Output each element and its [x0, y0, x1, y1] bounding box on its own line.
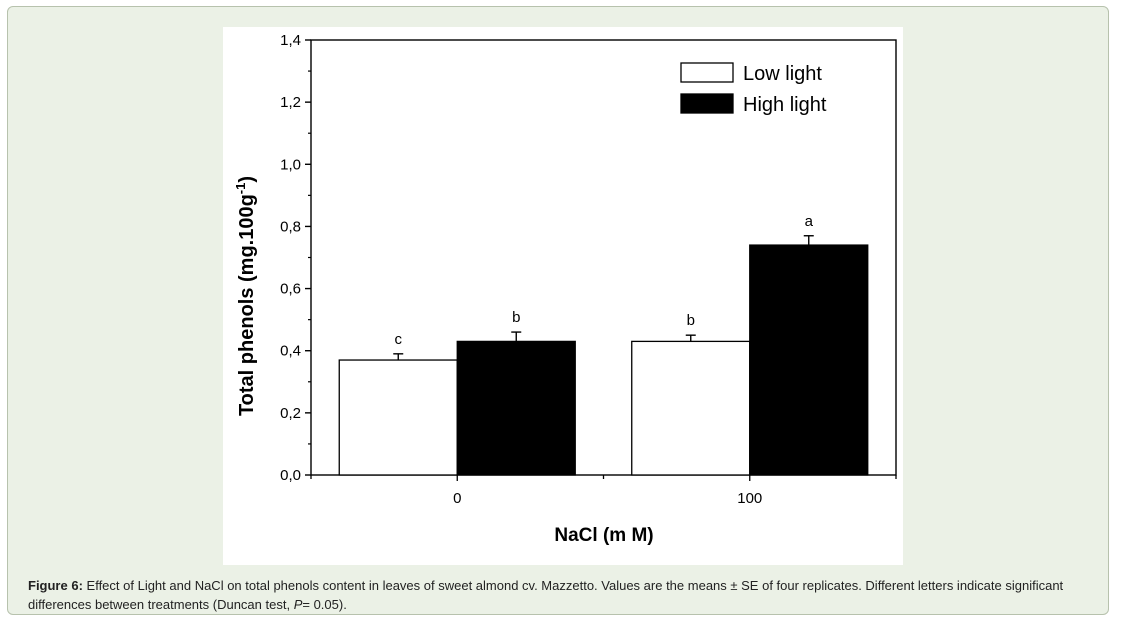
- y-tick-label: 0,0: [280, 467, 301, 484]
- x-tick-label: 0: [453, 490, 461, 507]
- caption-label: Figure 6:: [28, 578, 83, 593]
- significance-letter: b: [512, 309, 520, 326]
- x-axis-label: NaCl (m M): [554, 525, 653, 546]
- legend-swatch: [680, 93, 734, 114]
- y-tick-label: 1,2: [280, 94, 301, 111]
- bar: [456, 340, 576, 476]
- significance-letter: c: [395, 331, 403, 348]
- y-axis-label-main: Total phenols (mg.100g: [236, 194, 258, 416]
- caption-text: Effect of Light and NaCl on total phenol…: [28, 578, 1064, 612]
- figure-caption: Figure 6: Effect of Light and NaCl on to…: [28, 576, 1108, 614]
- bar: [749, 244, 869, 476]
- bar-chart: 0,0 0,2 0,4 0,6 0,8 1,0 1,2 1,4 0 100 c b b a Low li…: [233, 32, 897, 546]
- significance-letter: a: [805, 213, 814, 230]
- significance-letter: b: [687, 312, 695, 329]
- y-axis-label: Total phenols (mg.100g-1): [233, 176, 258, 416]
- figure-panel: 0,0 0,2 0,4 0,6 0,8 1,0 1,2 1,4 0 100 c b b a Low li…: [7, 6, 1109, 615]
- y-tick-label: 0,6: [280, 281, 301, 298]
- y-tick-label: 0,4: [280, 343, 301, 360]
- chart-bars: c b b a: [338, 213, 869, 476]
- y-tick-label: 0,2: [280, 405, 301, 422]
- legend-swatch: [680, 62, 734, 83]
- caption-p-value: = 0.05).: [302, 597, 347, 612]
- chart-legend: Low light High light: [680, 62, 827, 116]
- x-tick-label: 100: [737, 490, 762, 507]
- bar: [338, 359, 458, 476]
- legend-label: Low light: [743, 63, 822, 85]
- y-axis-label-superscript: -1: [233, 183, 248, 195]
- bar: [631, 340, 751, 476]
- y-tick-label: 1,0: [280, 156, 301, 173]
- caption-p-symbol: P: [293, 597, 303, 612]
- chart-axes: 0,0 0,2 0,4 0,6 0,8 1,0 1,2 1,4 0 100: [280, 32, 897, 507]
- y-axis-label-end: ): [236, 176, 258, 183]
- y-tick-label: 0,8: [280, 218, 301, 235]
- y-tick-label: 1,4: [280, 32, 301, 49]
- legend-label: High light: [743, 94, 827, 116]
- chart-figure: 0,0 0,2 0,4 0,6 0,8 1,0 1,2 1,4 0 100 c b b a Low li…: [223, 27, 903, 565]
